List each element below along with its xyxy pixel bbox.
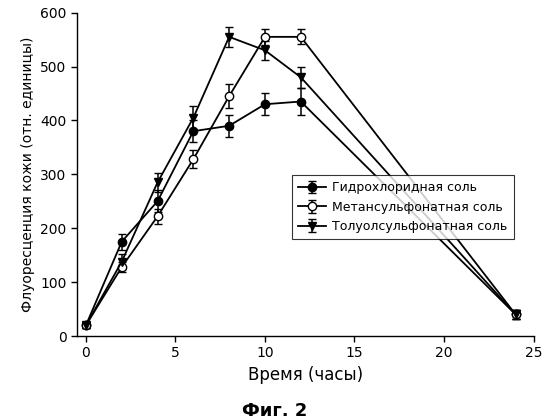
Text: Фиг. 2: Фиг. 2 — [243, 402, 307, 420]
Y-axis label: Флуоресценция кожи (отн. единицы): Флуоресценция кожи (отн. единицы) — [21, 37, 35, 312]
X-axis label: Время (часы): Время (часы) — [248, 366, 363, 384]
Legend: Гидрохлоридная соль, Метансульфонатная соль, Толуолсульфонатная соль: Гидрохлоридная соль, Метансульфонатная с… — [292, 175, 514, 239]
